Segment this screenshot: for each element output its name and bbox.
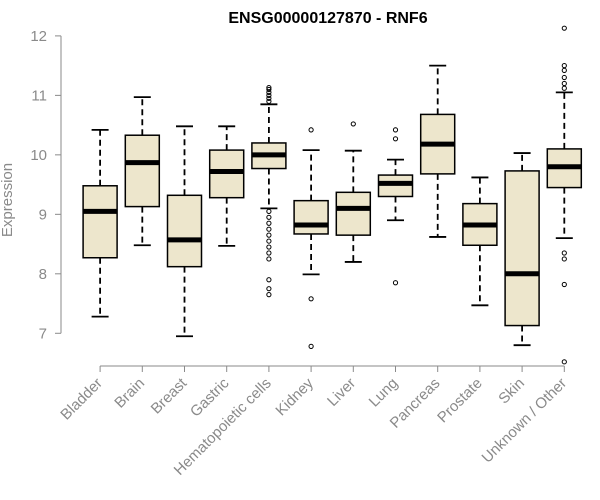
y-tick-label: 9 <box>39 206 47 223</box>
chart-title: ENSG00000127870 - RNF6 <box>228 10 427 27</box>
box-iqr <box>82 185 118 259</box>
outlier-point <box>266 86 272 93</box>
outlier-point <box>266 98 272 104</box>
y-tick-label: 10 <box>30 147 47 164</box>
x-tick-label: Kidney <box>272 374 317 419</box>
outlier-point <box>392 280 399 286</box>
x-tick-label: Breast <box>148 374 191 417</box>
outlier-point <box>266 208 272 214</box>
outlier-point <box>266 220 272 226</box>
outlier-point <box>561 85 567 91</box>
y-tick-label: 8 <box>39 266 47 283</box>
outlier-point <box>561 25 567 31</box>
outlier-point <box>266 89 272 96</box>
outlier-point <box>561 359 567 365</box>
x-tick-label: Prostate <box>434 375 486 427</box>
box-iqr <box>504 170 540 327</box>
outlier-point <box>266 92 272 98</box>
box-iqr <box>124 134 161 208</box>
outlier-point <box>266 256 272 262</box>
y-tick-label: 11 <box>31 87 47 104</box>
outlier-point <box>350 121 356 127</box>
x-tick-label: Brain <box>111 375 148 412</box>
outlier-point <box>561 67 567 73</box>
outlier-point <box>392 136 399 142</box>
outlier-point <box>266 85 272 91</box>
outlier-point <box>392 127 399 133</box>
box-group <box>124 96 161 247</box>
outlier-point <box>266 250 272 256</box>
box-group <box>546 25 583 365</box>
outlier-point <box>308 343 314 349</box>
x-tick-label: Liver <box>324 375 359 410</box>
outlier-point <box>266 286 272 292</box>
outlier-point <box>266 277 272 283</box>
box-group <box>293 127 329 349</box>
x-tick-label: Skin <box>495 375 528 408</box>
x-tick-label: Lung <box>366 375 402 411</box>
y-tick-label: 12 <box>30 28 47 45</box>
box-group <box>251 85 287 298</box>
outlier-point <box>266 226 272 232</box>
box-group <box>462 176 498 307</box>
outlier-point <box>561 256 567 262</box>
box-group <box>208 125 245 247</box>
outlier-point <box>561 63 567 69</box>
outlier-point <box>561 250 567 256</box>
outlier-point <box>561 281 567 288</box>
box-iqr <box>335 191 372 236</box>
outlier-point <box>266 292 272 298</box>
outlier-point <box>561 80 567 87</box>
outlier-point <box>266 238 272 244</box>
outlier-point <box>308 127 314 133</box>
y-tick-label: 7 <box>39 325 47 342</box>
box-iqr <box>293 199 329 235</box>
outlier-point <box>266 95 272 101</box>
box-group <box>419 64 456 238</box>
box-group <box>166 125 203 338</box>
outlier-point <box>266 232 272 238</box>
outlier-point <box>308 296 314 302</box>
box-group <box>504 152 540 347</box>
x-tick-label: Bladder <box>57 375 106 424</box>
box-group <box>82 128 118 318</box>
box-series <box>82 25 583 365</box>
outlier-point <box>561 74 567 81</box>
outlier-point <box>266 214 272 220</box>
box-iqr <box>166 194 203 268</box>
y-axis-label: Expression <box>0 163 16 237</box>
box-group <box>377 127 414 286</box>
outlier-point <box>266 244 272 250</box>
box-group <box>335 121 372 263</box>
y-axis: 7 8 9 10 11 12 <box>30 28 62 342</box>
